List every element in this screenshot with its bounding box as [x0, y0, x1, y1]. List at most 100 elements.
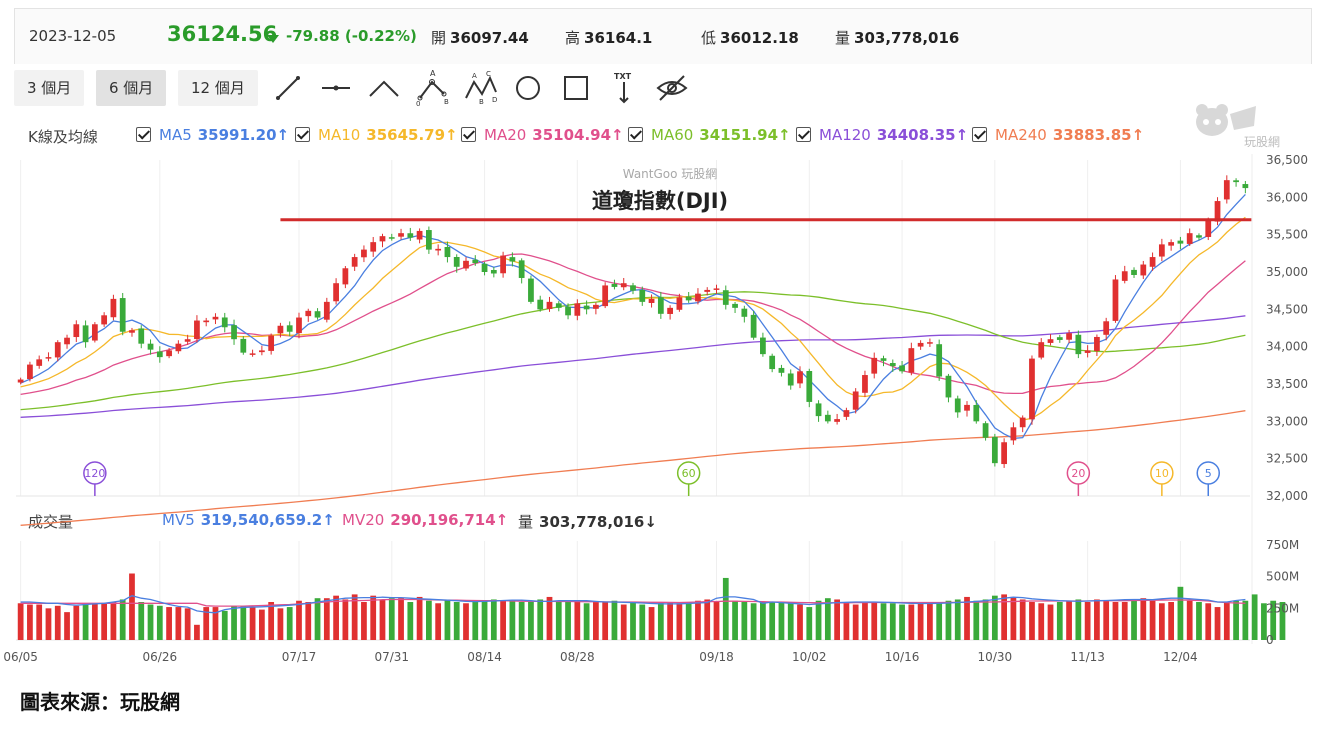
volume-bar	[982, 599, 989, 640]
volume-bar	[166, 607, 172, 640]
candle-body	[899, 365, 905, 372]
candle-body	[565, 306, 571, 316]
candle-body	[713, 288, 720, 290]
volume-bar	[17, 603, 24, 640]
candle-body	[147, 343, 154, 350]
ma60-legend[interactable]: MA60 34151.94↑	[628, 126, 791, 144]
volume-bar	[787, 603, 794, 640]
ma120-line	[20, 315, 1246, 418]
candle-body	[203, 320, 210, 323]
range-12m-button[interactable]: 12 個月	[178, 70, 258, 106]
ma240-checkbox[interactable]	[972, 127, 987, 142]
ma120-name: MA120	[819, 126, 871, 144]
y-tick-label: 34,500	[1266, 302, 1308, 316]
rectangle-tool-icon[interactable]	[558, 70, 594, 106]
volume-tick-label: 250M	[1266, 601, 1299, 615]
ma20-checkbox[interactable]	[461, 127, 476, 142]
volume-bar	[685, 602, 692, 640]
ma10-line	[20, 216, 1246, 421]
candle-body	[453, 256, 460, 267]
abcd-pattern-tool-icon[interactable]: A C B D	[462, 70, 498, 106]
candle-body	[583, 305, 590, 310]
ma5-legend[interactable]: MA5 35991.20↑	[136, 126, 289, 144]
volume-bar	[258, 609, 265, 640]
candle-body	[1233, 180, 1239, 183]
volume-bar	[565, 602, 571, 640]
volume-bar	[676, 603, 683, 640]
svg-text:B: B	[479, 98, 484, 106]
volume-bar	[1158, 603, 1165, 640]
volume-bar	[1047, 604, 1054, 640]
volume-bar	[398, 598, 404, 640]
volume-bar	[333, 595, 339, 640]
volume-tick-label: 0	[1266, 633, 1274, 647]
volume-bar	[824, 598, 831, 640]
circle-tool-icon[interactable]	[510, 70, 546, 106]
candle-body	[954, 398, 961, 413]
volume-bar	[64, 612, 70, 640]
svg-text:A: A	[472, 72, 477, 80]
ma20-legend[interactable]: MA20 35104.94↑	[461, 126, 624, 144]
trade-volume: 量 303,778,016	[835, 29, 960, 47]
ma10-checkbox[interactable]	[295, 127, 310, 142]
candle-body	[481, 263, 488, 272]
chart-title: 道瓊指數(DJI)	[592, 189, 728, 213]
volume-bar	[973, 600, 980, 640]
candle-body	[1186, 233, 1193, 244]
volume-bar	[760, 602, 766, 640]
y-tick-label: 33,500	[1266, 377, 1308, 391]
candle-body	[221, 317, 228, 328]
line-tool-icon[interactable]	[270, 70, 306, 106]
volume-bar	[1214, 607, 1221, 640]
volume-bar	[472, 600, 479, 640]
volume-bar	[1103, 600, 1110, 640]
open-price: 開 36097.44	[431, 29, 529, 47]
ma240-name: MA240	[995, 126, 1047, 144]
volume-bar	[370, 595, 377, 640]
y-tick-label: 33,000	[1266, 414, 1308, 428]
volume-bar	[732, 600, 738, 640]
candle-body	[593, 304, 599, 309]
range-3m-button[interactable]: 3 個月	[14, 70, 85, 106]
candle-body	[286, 325, 293, 332]
candle-body	[722, 290, 729, 305]
horizontal-line-tool-icon[interactable]	[318, 70, 354, 106]
volume-bar	[1010, 596, 1017, 640]
hide-drawings-icon[interactable]	[654, 70, 690, 106]
volume-bar	[1084, 602, 1091, 640]
abc-pattern-tool-icon[interactable]: A 0 B	[414, 70, 450, 106]
range-6m-button[interactable]: 6 個月	[96, 70, 167, 106]
y-tick-label: 36,500	[1266, 153, 1308, 167]
text-tool-icon[interactable]: TXT	[606, 70, 642, 106]
volume-bar	[138, 602, 145, 640]
candle-body	[1112, 279, 1119, 321]
candle-body	[240, 338, 247, 353]
volume-bar	[880, 603, 887, 640]
volume-bar	[1075, 599, 1082, 640]
candle-body	[852, 391, 859, 410]
angle-tool-icon[interactable]	[366, 70, 402, 106]
ma5-checkbox[interactable]	[136, 127, 151, 142]
ma120-checkbox[interactable]	[796, 127, 811, 142]
candle-body	[982, 423, 989, 438]
ma-marker-label: 120	[84, 467, 105, 480]
candle-body	[64, 337, 70, 345]
y-tick-label: 36,000	[1266, 190, 1308, 204]
volume-bar	[954, 599, 961, 640]
x-tick-label: 10/02	[792, 650, 827, 664]
ma5-line	[20, 193, 1246, 440]
candle-body	[620, 283, 627, 288]
candle-body	[1047, 339, 1054, 343]
candle-body	[639, 289, 646, 302]
volume-bar	[240, 605, 247, 640]
candle-body	[695, 293, 701, 302]
volume-bar	[991, 595, 998, 640]
wantgoo-logo: 玩股網	[1196, 104, 1280, 149]
ma240-legend[interactable]: MA240 33883.85↑	[972, 126, 1144, 144]
ma10-legend[interactable]: MA10 35645.79↑	[295, 126, 458, 144]
volume-bar	[91, 603, 98, 640]
ma60-checkbox[interactable]	[628, 127, 643, 142]
ma120-legend[interactable]: MA120 34408.35↑	[796, 126, 968, 144]
candle-body	[490, 269, 497, 274]
